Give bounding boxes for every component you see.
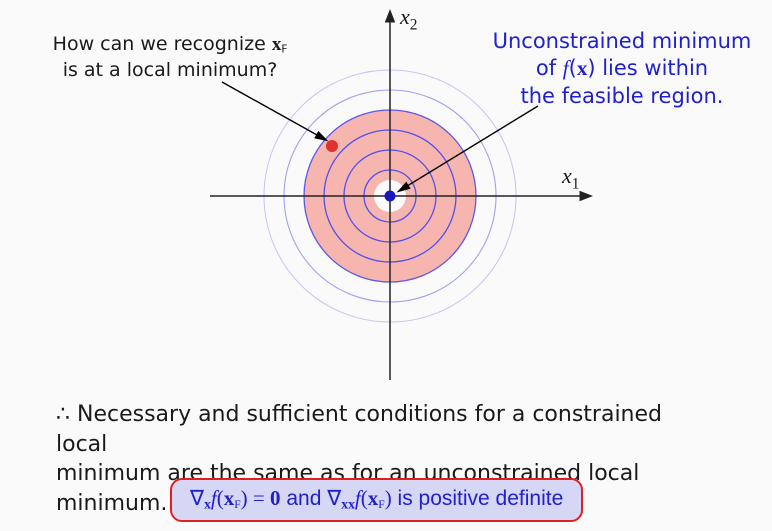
formula-hess: ∇xxf(xF): [327, 486, 391, 510]
xf-point: [326, 140, 338, 152]
annotation-right: Unconstrained minimum of f(x) lies withi…: [492, 28, 752, 110]
annot-right-x: x: [577, 56, 588, 80]
formula-box: ∇xf(xF) = 0 and ∇xxf(xF) is positive def…: [170, 478, 583, 522]
formula-grad: ∇xf(xF) = 0: [190, 486, 281, 510]
annotation-left: How can we recognize xF is at a local mi…: [50, 32, 290, 82]
annot-left-line2: is at a local minimum?: [63, 59, 278, 81]
arrow-to-xf: [222, 82, 326, 140]
conclusion-line1: ∴ Necessary and sufficient conditions fo…: [56, 402, 662, 457]
annot-left-line1a: How can we recognize: [53, 33, 272, 55]
annot-right-l2a: of: [536, 56, 563, 80]
annot-left-sub: F: [281, 44, 287, 56]
figure-root: x1 x2 How can we recognize xF is at a lo…: [0, 0, 772, 531]
annot-left-x: x: [272, 34, 282, 55]
y-axis-label: x2: [400, 4, 417, 34]
annot-right-l1: Unconstrained minimum: [493, 29, 752, 53]
annot-right-l3: the feasible region.: [521, 84, 724, 108]
center-point: [385, 191, 396, 202]
formula-tail: is positive definite: [392, 487, 564, 510]
x-axis-label: x1: [562, 163, 579, 193]
formula-and: and: [281, 487, 328, 510]
annot-right-l2e: ) lies within: [587, 56, 708, 80]
annot-right-lp: (: [569, 56, 577, 80]
